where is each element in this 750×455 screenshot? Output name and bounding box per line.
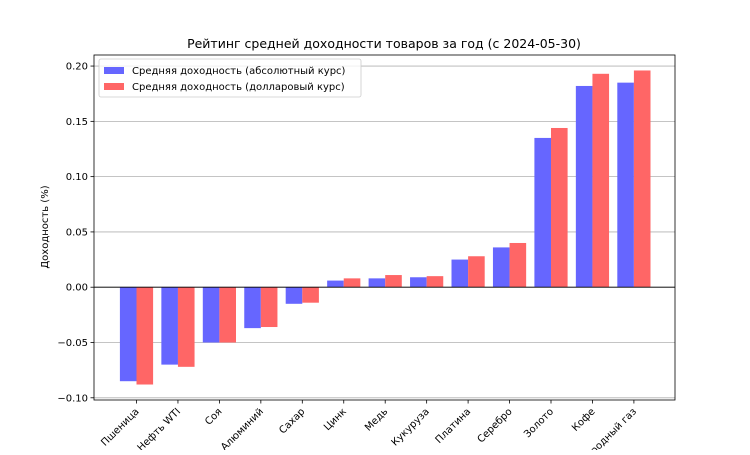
y-tick-label: 0.15 bbox=[66, 117, 88, 128]
y-tick-label: 0.10 bbox=[66, 172, 88, 183]
bar-absolute-7 bbox=[410, 277, 427, 288]
x-tick-label: Цинк bbox=[322, 406, 349, 433]
x-tick-label: Платина bbox=[434, 406, 474, 446]
bar-dollar-10 bbox=[551, 127, 568, 288]
bar-absolute-3 bbox=[244, 287, 261, 329]
bar-dollar-2 bbox=[219, 287, 236, 343]
legend-label: Средняя доходность (долларовый курс) bbox=[132, 82, 345, 93]
x-tick-label: Алюминий bbox=[219, 406, 266, 450]
x-tick-label: Золото bbox=[522, 406, 556, 440]
bar-absolute-1 bbox=[161, 287, 178, 365]
bar-dollar-12 bbox=[633, 70, 651, 288]
bar-absolute-12 bbox=[617, 82, 634, 288]
x-tick-label: Нефть WTI bbox=[136, 406, 183, 450]
legend: Средняя доходность (абсолютный курс) Сред… bbox=[98, 58, 362, 98]
x-tick-label: Серебро bbox=[476, 406, 515, 445]
bar-dollar-1 bbox=[177, 287, 195, 367]
x-tick-label: Медь bbox=[363, 406, 390, 433]
legend-box bbox=[98, 58, 362, 98]
chart-title: Рейтинг средней доходности товаров за го… bbox=[187, 36, 581, 51]
x-tick-label: Кукуруза bbox=[390, 406, 432, 448]
bar-dollar-4 bbox=[302, 287, 319, 303]
bars bbox=[119, 70, 651, 385]
bar-dollar-3 bbox=[260, 287, 278, 328]
y-tick-label: 0.00 bbox=[66, 283, 88, 294]
bar-absolute-2 bbox=[202, 287, 220, 343]
y-tick-label: −0.05 bbox=[57, 338, 88, 349]
bar-absolute-5 bbox=[327, 280, 344, 288]
bar-absolute-8 bbox=[451, 259, 469, 288]
bar-dollar-6 bbox=[385, 275, 402, 288]
y-tick-label: 0.20 bbox=[66, 62, 88, 73]
y-tick-label: 0.05 bbox=[66, 227, 88, 238]
bar-dollar-0 bbox=[136, 287, 154, 385]
bar-absolute-4 bbox=[285, 287, 303, 304]
bar-dollar-8 bbox=[468, 256, 485, 288]
y-axis-label: Доходность (%) bbox=[40, 185, 51, 268]
x-tick-label: Сахар bbox=[277, 406, 307, 436]
bar-dollar-11 bbox=[592, 73, 610, 288]
x-tick-label: Кофе bbox=[570, 406, 598, 434]
plot-frame bbox=[93, 54, 676, 401]
x-tick-label: Пшеница bbox=[99, 406, 141, 448]
bar-absolute-11 bbox=[575, 85, 593, 288]
legend-swatch bbox=[104, 67, 124, 74]
bar-absolute-9 bbox=[492, 247, 510, 288]
legend-label: Средняя доходность (абсолютный курс) bbox=[132, 66, 346, 77]
bar-dollar-9 bbox=[509, 242, 527, 288]
bar-absolute-6 bbox=[368, 278, 386, 288]
bar-absolute-10 bbox=[534, 137, 551, 288]
y-tick-label: −0.10 bbox=[57, 393, 88, 404]
legend-swatch bbox=[104, 83, 124, 90]
bar-absolute-0 bbox=[119, 287, 137, 382]
x-tick-label: Соя bbox=[203, 406, 224, 427]
bar-dollar-7 bbox=[426, 276, 444, 288]
bar-dollar-5 bbox=[343, 278, 361, 288]
